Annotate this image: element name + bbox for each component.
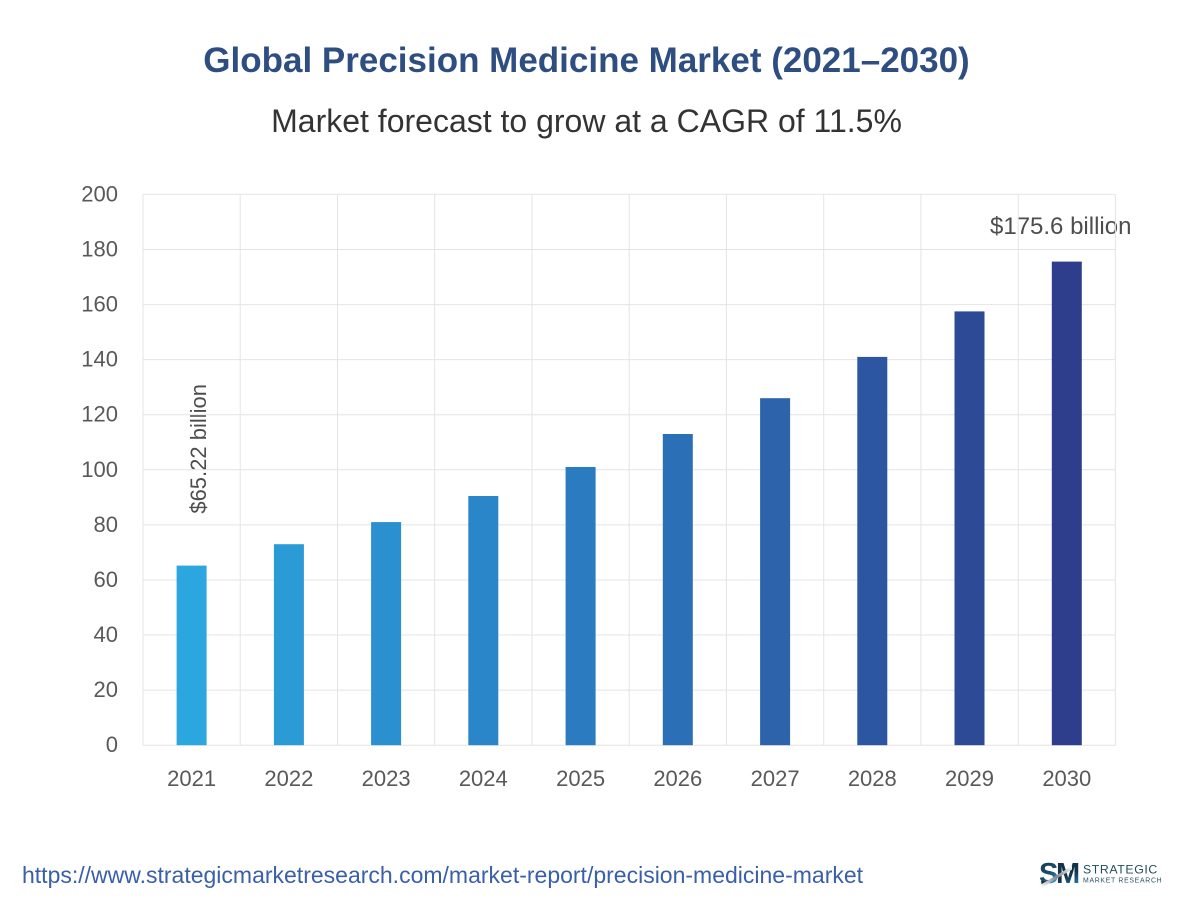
- svg-text:0: 0: [106, 732, 118, 757]
- svg-text:2021: 2021: [167, 766, 216, 791]
- svg-text:20: 20: [94, 677, 118, 702]
- svg-text:160: 160: [81, 292, 118, 317]
- svg-text:2030: 2030: [1042, 766, 1091, 791]
- svg-text:2027: 2027: [751, 766, 800, 791]
- svg-text:2023: 2023: [362, 766, 411, 791]
- svg-text:40: 40: [94, 622, 118, 647]
- svg-text:100: 100: [81, 457, 118, 482]
- svg-text:140: 140: [81, 347, 118, 372]
- svg-text:2025: 2025: [556, 766, 605, 791]
- svg-text:2022: 2022: [264, 766, 313, 791]
- svg-text:80: 80: [94, 512, 118, 537]
- svg-text:2029: 2029: [945, 766, 994, 791]
- svg-text:60: 60: [94, 567, 118, 592]
- svg-text:2028: 2028: [848, 766, 897, 791]
- svg-text:120: 120: [81, 402, 118, 427]
- svg-text:2026: 2026: [653, 766, 702, 791]
- svg-text:2024: 2024: [459, 766, 508, 791]
- svg-text:180: 180: [81, 237, 118, 262]
- svg-text:200: 200: [81, 181, 118, 206]
